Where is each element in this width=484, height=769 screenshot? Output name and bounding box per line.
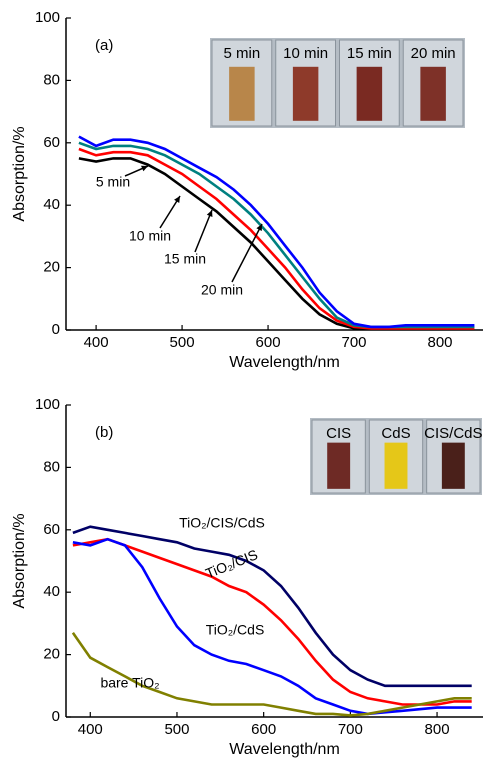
data-line bbox=[78, 147, 475, 330]
data-line bbox=[78, 135, 475, 329]
panel-label: (b) bbox=[95, 424, 113, 441]
x-tick-label: 500 bbox=[170, 334, 195, 351]
y-tick-label: 60 bbox=[43, 134, 60, 151]
inset-sample bbox=[384, 442, 408, 489]
inset-sample bbox=[292, 66, 319, 121]
inset-label: CdS bbox=[381, 425, 410, 442]
data-line bbox=[72, 537, 472, 706]
y-tick-label: 100 bbox=[35, 9, 60, 26]
x-axis-label: Wavelength/nm bbox=[229, 741, 340, 758]
arrow-head bbox=[206, 210, 213, 217]
y-tick-label: 80 bbox=[43, 71, 60, 88]
inset-sample bbox=[441, 442, 465, 489]
y-tick-label: 20 bbox=[43, 259, 60, 276]
x-tick-label: 400 bbox=[78, 721, 103, 738]
y-tick-label: 40 bbox=[43, 196, 60, 213]
y-tick-label: 0 bbox=[52, 708, 60, 725]
inset-sample bbox=[420, 66, 446, 121]
y-axis-label: Absorption/% bbox=[11, 513, 28, 608]
y-axis-label: Absorption/% bbox=[11, 126, 28, 221]
x-axis-label: Wavelength/nm bbox=[229, 354, 340, 371]
x-tick-label: 600 bbox=[256, 334, 281, 351]
y-tick-label: 0 bbox=[52, 321, 60, 338]
inset-label: CIS bbox=[326, 425, 351, 442]
y-tick-label: 60 bbox=[43, 521, 60, 538]
x-tick-label: 500 bbox=[164, 721, 189, 738]
series-label: TiO₂/CIS/CdS bbox=[179, 515, 265, 531]
y-tick-label: 40 bbox=[43, 583, 60, 600]
data-line bbox=[78, 157, 475, 330]
y-tick-label: 20 bbox=[43, 646, 60, 663]
series-label: 5 min bbox=[96, 174, 130, 190]
inset-label: CIS/CdS bbox=[424, 425, 482, 442]
y-tick-label: 100 bbox=[35, 396, 60, 413]
data-line bbox=[71, 632, 472, 717]
inset-sample bbox=[327, 442, 351, 489]
panel-label: (a) bbox=[95, 37, 113, 54]
data-line bbox=[72, 525, 472, 688]
series-label: 15 min bbox=[164, 251, 206, 267]
arrow-head bbox=[141, 165, 148, 172]
data-line bbox=[78, 141, 475, 329]
inset-label: 15 min bbox=[347, 45, 392, 62]
series-label: 20 min bbox=[201, 282, 243, 298]
series-label: 10 min bbox=[129, 228, 171, 244]
arrow-shaft bbox=[194, 209, 213, 253]
x-tick-label: 800 bbox=[425, 721, 450, 738]
inset-sample bbox=[229, 66, 255, 121]
y-tick-label: 80 bbox=[43, 458, 60, 475]
x-tick-label: 700 bbox=[338, 721, 363, 738]
arrow-shaft bbox=[231, 223, 263, 283]
inset-label: 5 min bbox=[224, 45, 261, 62]
x-tick-label: 800 bbox=[427, 334, 452, 351]
inset-label: 10 min bbox=[283, 45, 328, 62]
x-tick-label: 700 bbox=[342, 334, 367, 351]
inset-label: 20 min bbox=[411, 45, 456, 62]
arrow-head bbox=[256, 224, 262, 231]
arrow-head bbox=[174, 196, 180, 203]
data-line bbox=[72, 537, 472, 716]
series-label: TiO₂/CdS bbox=[206, 622, 265, 638]
inset-sample bbox=[356, 66, 383, 121]
x-tick-label: 600 bbox=[251, 721, 276, 738]
series-label: bare TiO₂ bbox=[100, 675, 159, 691]
x-tick-label: 400 bbox=[84, 334, 109, 351]
